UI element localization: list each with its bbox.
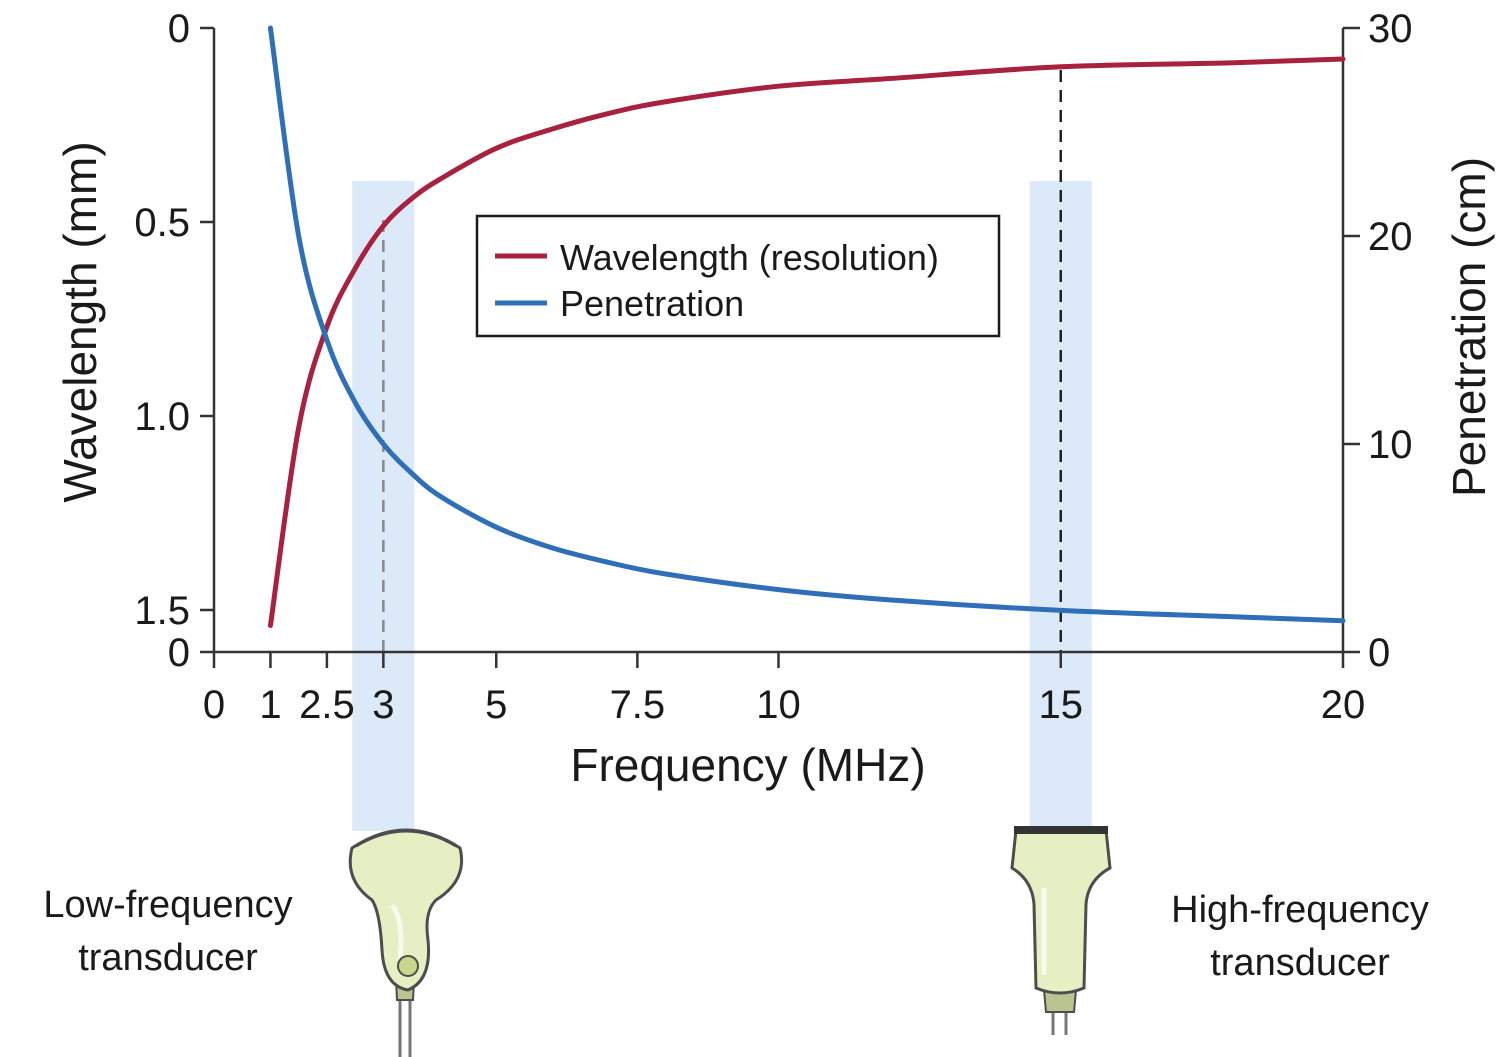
x-ticks: 0 1 2.5 3 5 7.5 10 15 20 [203,652,1365,727]
x-tick-label-7: 15 [1039,683,1084,727]
y-right-tick-label-0: 0 [1368,631,1390,675]
y-left-tick-label-2: 1.0 [134,395,190,439]
y-left-tick-label-0: 0 [168,7,190,51]
series-lines [267,25,1346,629]
x-tick-label-4: 5 [485,683,507,727]
x-tick-label-0: 0 [203,683,225,727]
series-line-1 [267,25,1346,624]
x-axis-title: Frequency (MHz) [570,739,925,791]
legend-box [475,214,1001,338]
reference-lines [382,70,1062,652]
x-tick-label-8: 20 [1321,683,1366,727]
y-axis-left-title: Wavelength (mm) [54,141,106,502]
y-left-tick-label-4: 0 [168,631,190,675]
x-tick-label-3: 3 [372,683,394,727]
legend: Wavelength (resolution) Penetration [475,214,1001,338]
y-left-tick-label-1: 0.5 [134,201,190,245]
series-line-0 [267,56,1346,629]
y-left-tick-label-3: 1.5 [134,589,190,633]
low-frequency-caption-line2: transducer [78,937,258,979]
high-frequency-caption-line1: High-frequency [1171,889,1429,931]
x-tick-label-2: 2.5 [299,683,355,727]
y-right-tick-label-1: 10 [1368,423,1413,467]
y-right-tick-label-2: 20 [1368,215,1413,259]
x-tick-label-1: 1 [259,683,281,727]
high-frequency-transducer-icon [1010,826,1112,1035]
y-right-ticks: 0 10 20 30 [1343,7,1413,675]
legend-label-penetration: Penetration [560,283,744,324]
x-tick-label-5: 7.5 [610,683,666,727]
high-frequency-caption-line2: transducer [1210,942,1390,984]
y-axis-right-title: Penetration (cm) [1443,157,1495,497]
low-frequency-caption-line1: Low-frequency [43,884,292,926]
x-tick-label-6: 10 [756,683,801,727]
low-frequency-transducer-icon [348,828,464,1057]
highlight-band-1 [1029,181,1092,831]
legend-label-wavelength: Wavelength (resolution) [560,237,939,278]
y-right-tick-label-3: 30 [1368,7,1413,51]
y-left-ticks: 00.51.01.50 [134,7,214,675]
